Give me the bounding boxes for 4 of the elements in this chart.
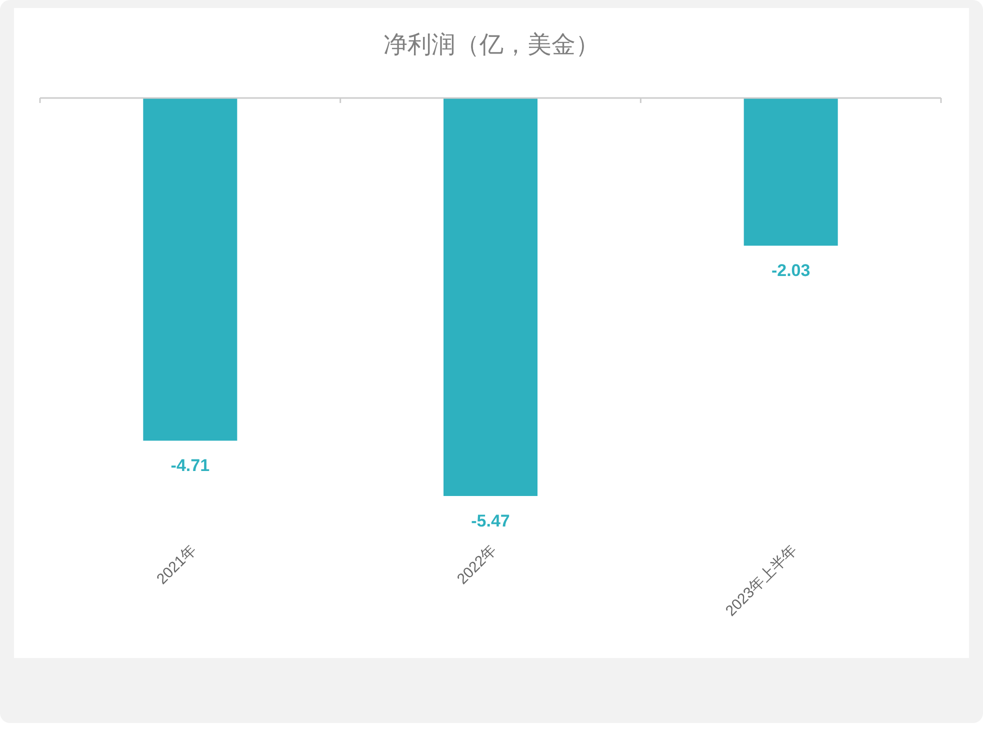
data-label: -4.71 — [170, 456, 210, 476]
data-label: -2.03 — [771, 261, 810, 280]
data-label: -5.47 — [471, 511, 510, 530]
chart-title: 净利润（亿，美金） — [384, 31, 600, 58]
